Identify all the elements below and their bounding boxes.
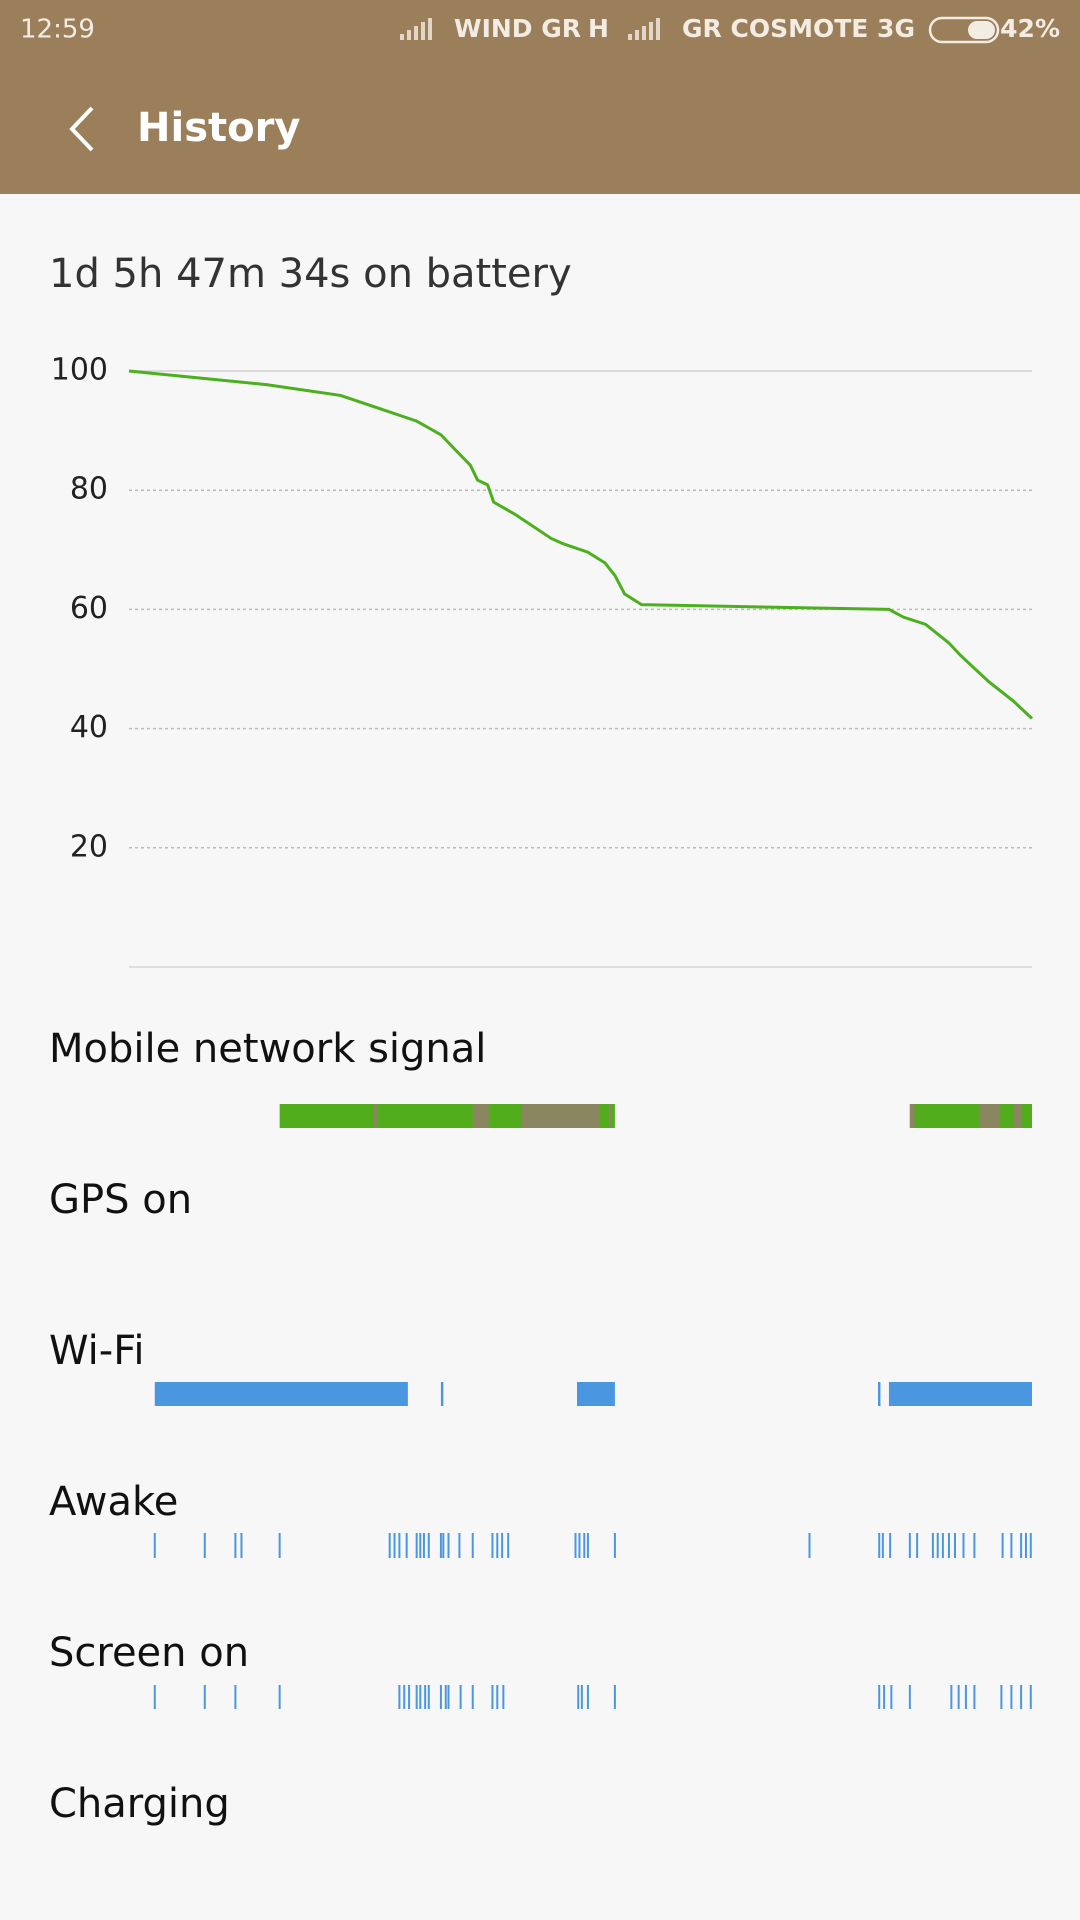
timeline-segment: [888, 1382, 1032, 1406]
app-bar: [0, 0, 1080, 194]
y-tick-label: 60: [70, 591, 108, 626]
battery-line: [128, 369, 1034, 720]
timeline-label: Screen on: [49, 1630, 249, 1676]
back-button[interactable]: [69, 106, 94, 152]
timeline-segment: [154, 1382, 408, 1406]
y-tick-label: 20: [70, 829, 108, 864]
timeline-segment: [909, 1104, 915, 1128]
battery-percent: 42%: [1000, 14, 1060, 43]
page-title: History: [137, 105, 300, 151]
timeline-segment: [472, 1104, 489, 1128]
y-tick-label: 100: [51, 353, 108, 388]
timeline-segment: [1013, 1104, 1022, 1128]
timeline-label: GPS on: [49, 1177, 192, 1223]
timeline-segment: [979, 1104, 1001, 1128]
timeline-label: Mobile network signal: [49, 1026, 486, 1072]
signal-icons: [400, 18, 660, 40]
y-tick-label: 40: [70, 710, 108, 745]
timeline-segment: [440, 1382, 444, 1406]
carrier-1: WIND GR: [454, 14, 581, 43]
timeline-label: Wi-Fi: [49, 1328, 144, 1374]
content-bg: [0, 194, 1080, 1920]
timeline-label: Charging: [49, 1781, 230, 1827]
timeline-segment: [577, 1382, 615, 1406]
y-tick-label: 80: [70, 472, 108, 507]
timeline-label: Awake: [49, 1479, 178, 1525]
battery-icon: [928, 16, 1000, 44]
battery-level: [968, 21, 995, 39]
carrier-2: GR COSMOTE 3G: [682, 14, 915, 43]
timeline-segment: [521, 1104, 601, 1128]
summary: 1d 5h 47m 34s on battery: [49, 251, 572, 297]
timeline-segment: [373, 1104, 378, 1128]
timeline-segment: [909, 1104, 1032, 1128]
timeline-segment: [608, 1104, 612, 1128]
network-type: H: [588, 14, 609, 43]
status-time: 12:59: [20, 15, 95, 45]
timeline-segment: [878, 1382, 881, 1406]
